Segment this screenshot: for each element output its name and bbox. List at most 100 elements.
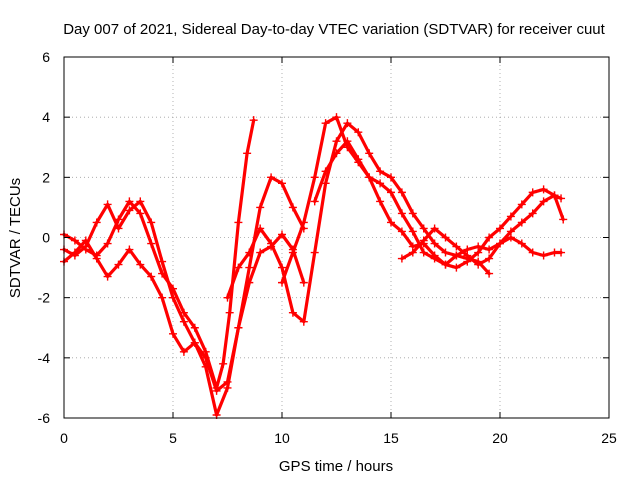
data-point [485, 245, 494, 254]
series-track-3 [60, 173, 308, 419]
data-point [387, 218, 395, 227]
data-point [452, 251, 461, 260]
y-tick-label: 0 [42, 230, 50, 246]
data-point [103, 200, 112, 209]
data-point [299, 218, 308, 227]
data-point [278, 263, 286, 272]
data-point [557, 194, 566, 203]
data-point [245, 248, 254, 257]
data-point [288, 203, 297, 212]
data-point [201, 362, 210, 371]
data-point [332, 113, 341, 122]
data-point [397, 254, 406, 263]
data-point [125, 206, 134, 215]
data-point [452, 263, 461, 272]
data-point [234, 218, 243, 227]
data-point [278, 278, 286, 287]
series-layer [60, 113, 568, 419]
data-point [158, 293, 167, 302]
data-point [559, 215, 568, 224]
data-point [256, 248, 265, 257]
data-point [517, 218, 526, 227]
data-point [376, 197, 385, 206]
data-point [219, 359, 228, 368]
data-point [474, 260, 483, 269]
data-point [179, 317, 188, 326]
data-point [92, 254, 101, 263]
data-point [332, 149, 341, 158]
data-point [223, 293, 232, 302]
data-point [190, 323, 199, 332]
data-point [321, 119, 330, 128]
data-point [474, 242, 483, 251]
data-point [452, 242, 461, 251]
data-point [397, 227, 406, 236]
data-point [419, 236, 428, 245]
y-tick-label: 4 [42, 109, 50, 125]
data-point [463, 251, 472, 260]
data-point [92, 218, 101, 227]
data-point [114, 260, 123, 269]
data-point [343, 137, 352, 146]
data-point [147, 218, 156, 227]
data-point [517, 239, 526, 248]
tick-marks [63, 56, 610, 419]
data-point [212, 386, 221, 395]
tick-labels: 0 5 10 15 20 25 -6 -4 -2 0 2 4 6 [38, 49, 617, 446]
data-point [506, 227, 515, 236]
data-point [376, 179, 385, 188]
data-point [365, 149, 374, 158]
data-point [278, 230, 286, 239]
data-point [539, 251, 548, 260]
chart-title: Day 007 of 2021, Sidereal Day-to-day VTE… [63, 21, 605, 38]
data-point [408, 209, 417, 218]
data-point [114, 224, 123, 233]
data-point [267, 173, 276, 182]
y-tick-label: 2 [42, 169, 50, 185]
data-point [528, 209, 537, 218]
data-point [147, 272, 156, 281]
data-point [256, 224, 265, 233]
data-point [387, 173, 395, 182]
data-point [441, 233, 450, 242]
data-point [158, 257, 167, 266]
data-point [234, 263, 243, 272]
data-point [288, 248, 297, 257]
data-point [310, 248, 319, 257]
data-point [517, 200, 526, 209]
y-tick-label: -4 [38, 350, 51, 366]
data-point [125, 245, 134, 254]
x-tick-label: 5 [169, 430, 177, 446]
data-point [70, 236, 79, 245]
data-point [256, 203, 265, 212]
data-point [354, 128, 363, 137]
data-point [354, 155, 363, 164]
data-point [441, 260, 450, 269]
data-point [136, 197, 145, 206]
data-point [288, 308, 297, 317]
data-point [267, 239, 276, 248]
data-point [243, 149, 252, 158]
data-point [506, 212, 515, 221]
series-track-6 [310, 137, 566, 269]
data-point [496, 224, 504, 233]
data-point [103, 272, 112, 281]
data-point [278, 179, 286, 188]
y-tick-label: -6 [38, 410, 51, 426]
data-point [419, 248, 428, 257]
data-point [147, 239, 156, 248]
data-point [550, 191, 559, 200]
data-point [321, 167, 330, 176]
data-point [299, 317, 308, 326]
data-point [397, 188, 406, 197]
data-point [408, 248, 417, 257]
series-track-7 [397, 191, 568, 269]
x-axis-label: GPS time / hours [279, 458, 393, 475]
data-point [430, 224, 439, 233]
data-point [485, 254, 494, 263]
data-point [485, 269, 494, 278]
data-point [430, 239, 439, 248]
x-tick-label: 20 [492, 430, 508, 446]
